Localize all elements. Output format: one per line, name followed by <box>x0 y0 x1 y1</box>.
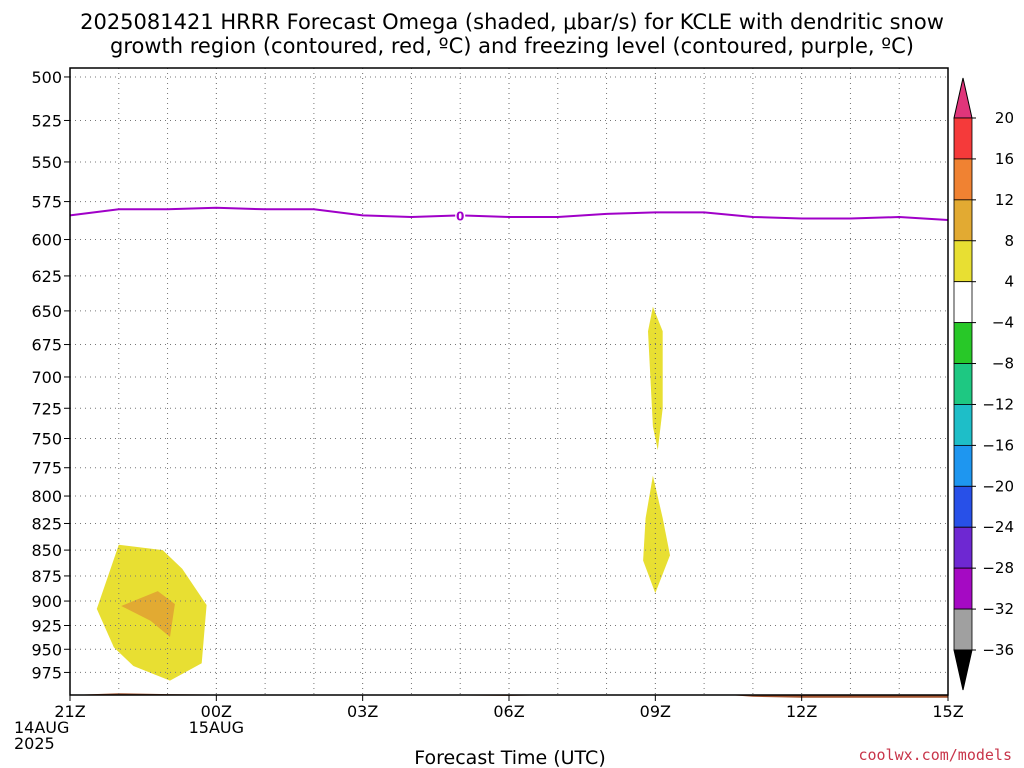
y-tick-label: 800 <box>31 487 62 506</box>
y-tick-label: 700 <box>31 368 62 387</box>
colorbar-tick-label: −24 <box>982 518 1014 536</box>
freezing-level-line <box>69 206 949 221</box>
colorbar-swatch <box>953 322 973 364</box>
y-tick-label: 850 <box>31 541 62 560</box>
y-tick-label: 750 <box>31 429 62 448</box>
colorbar-tick-label: −4 <box>992 314 1014 332</box>
y-tick-label: 500 <box>31 68 62 87</box>
chart-title-line-2: growth region (contoured, red, ºC) and f… <box>110 34 914 58</box>
x-tick-label: 15AUG <box>189 718 244 737</box>
y-tick-label: 725 <box>31 399 62 418</box>
freezing-level-contour: 0 <box>69 206 949 223</box>
colorbar-swatch <box>953 281 973 324</box>
colorbar-tick-label: −16 <box>982 436 1014 454</box>
colorbar-tick-label: 4 <box>1004 273 1014 291</box>
colorbar-bottom-triangle <box>953 649 973 691</box>
y-tick-label: 900 <box>31 592 62 611</box>
colorbar-tick-label: −20 <box>982 477 1014 495</box>
colorbar-tick-label: −32 <box>982 600 1014 618</box>
y-tick-label: 525 <box>31 111 62 130</box>
credit-text: coolwx.com/models <box>858 746 1012 764</box>
colorbar-swatch <box>953 444 973 487</box>
colorbar-swatch <box>953 485 973 528</box>
y-tick-label: 775 <box>31 459 62 478</box>
colorbar-swatch <box>953 404 973 446</box>
colorbar-swatch <box>953 199 973 242</box>
colorbar-tick-label: 12 <box>995 191 1014 209</box>
x-tick-label: 06Z <box>493 702 524 721</box>
y-tick-label: 950 <box>31 640 62 659</box>
colorbar: 20 16 12 8 4 −4 −8 −12 −16 −20 −24 −28 −32 −36 <box>953 77 1014 691</box>
plot-area <box>70 68 948 698</box>
colorbar-tick-label: 16 <box>995 150 1014 168</box>
x-tick-label: 14AUG <box>14 718 69 737</box>
x-tick-label: 00Z <box>201 702 232 721</box>
shaded-region-omega-8-12-low-left <box>121 591 175 637</box>
colorbar-swatch <box>953 567 973 610</box>
axes: 500 525 550 575 600 625 650 675 700 725 750 775 800 8… <box>14 67 964 753</box>
y-tick-label: 825 <box>31 514 62 533</box>
y-tick-label: 875 <box>31 567 62 586</box>
chart-title-line-1: 2025081421 HRRR Forecast Omega (shaded, … <box>80 10 944 34</box>
x-tick-label: 09Z <box>640 702 671 721</box>
freezing-level-label-bg <box>455 208 466 223</box>
colorbar-swatch <box>953 158 973 201</box>
y-tick-label: 925 <box>31 616 62 635</box>
y-tick-label: 675 <box>31 336 62 355</box>
plot-background <box>70 68 948 695</box>
colorbar-tick-label: 8 <box>1004 232 1014 250</box>
colorbar-top-triangle <box>953 77 973 119</box>
colorbar-tick-label: −8 <box>992 355 1014 373</box>
colorbar-swatch <box>953 363 973 405</box>
colorbar-swatch <box>953 117 973 160</box>
colorbar-swatch <box>953 526 973 569</box>
x-tick-label: 21Z <box>54 702 85 721</box>
colorbar-swatch <box>953 240 973 283</box>
y-tick-label: 600 <box>31 231 62 250</box>
y-tick-label: 650 <box>31 302 62 321</box>
colorbar-tick-label: 20 <box>995 109 1014 127</box>
colorbar-tick-label: −28 <box>982 559 1014 577</box>
x-tick-label: 03Z <box>347 702 378 721</box>
colorbar-tick-label: −12 <box>982 395 1014 413</box>
y-tick-label: 625 <box>31 267 62 286</box>
freezing-level-label: 0 <box>456 209 464 223</box>
colorbar-swatch <box>953 608 973 651</box>
x-tick-label: 12Z <box>786 702 817 721</box>
colorbar-tick-label: −36 <box>982 641 1014 659</box>
y-tick-label: 575 <box>31 193 62 212</box>
y-tick-label: 550 <box>31 153 62 172</box>
x-axis-label: Forecast Time (UTC) <box>414 747 605 768</box>
y-tick-label: 975 <box>31 663 62 682</box>
shaded-region-omega-4-8-lower-mid <box>643 475 670 594</box>
x-tick-label: 15Z <box>932 702 963 721</box>
x-tick-label: 2025 <box>14 734 55 753</box>
